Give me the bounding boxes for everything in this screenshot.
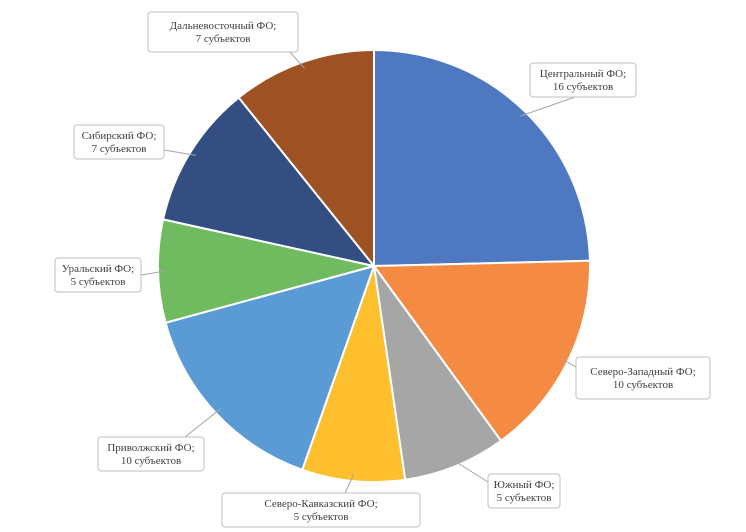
slice-label-name: Центральный ФО; [540,68,626,80]
callout-box [221,492,421,528]
callout-box [575,356,711,400]
slice-label-count: 10 субъектов [613,379,673,391]
leader-line [184,408,221,438]
leader-line [140,270,165,276]
leader-line [344,474,355,494]
data-label-callouts: Центральный ФО;16 субъектов Северо-Западн… [54,11,711,528]
data-label-5: Приволжский ФО;10 субъектов [97,408,221,472]
slice-label-name: Сибирский ФО; [82,130,157,142]
slice-label-name: Уральский ФО; [62,263,134,275]
data-label-7: Сибирский ФО;7 субъектов [73,124,197,160]
pie-slice-4 [301,265,407,483]
data-label-2: Северо-Западный ФО;10 субъектов [561,356,711,400]
slice-label-name: Дальневосточный ФО; [170,20,277,32]
data-label-6: Уральский ФО;5 субъектов [54,257,165,293]
pie-slice-3 [373,265,502,481]
callout-box [97,436,205,472]
data-label-4: Северо-Кавказский ФО;5 субъектов [221,474,421,528]
callout-box [147,11,299,53]
pie-slice-7 [162,96,375,267]
leader-line [289,51,305,69]
leader-line [452,459,489,483]
pie-slices [157,49,591,483]
callout-box [487,473,561,509]
slice-label-count: 5 субъектов [497,492,552,504]
slice-label-count: 16 субъектов [553,81,613,93]
slice-label-count: 5 субъектов [71,276,126,288]
data-label-1: Центральный ФО;16 субъектов [520,62,637,117]
callout-box [73,124,165,160]
slice-label-name: Северо-Кавказский ФО; [264,498,377,510]
data-label-3: Южный ФО;5 субъектов [452,459,561,509]
slice-label-name: Северо-Западный ФО; [590,366,695,378]
pie-slice-8 [237,49,375,267]
leader-line [520,96,576,117]
pie-slice-1 [373,49,591,267]
callout-box [529,62,637,98]
slice-label-name: Южный ФО; [494,479,555,491]
slice-label-count: 5 субъектов [294,511,349,523]
slice-label-count: 7 субъектов [92,143,147,155]
slice-label-count: 10 субъектов [121,455,181,467]
slice-label-name: Приволжский ФО; [107,442,194,454]
pie-slice-6 [157,218,375,324]
data-label-8: Дальневосточный ФО;7 субъектов [147,11,305,69]
slice-label-count: 7 субъектов [196,33,251,45]
leader-line [163,149,197,156]
callout-box [54,257,142,293]
